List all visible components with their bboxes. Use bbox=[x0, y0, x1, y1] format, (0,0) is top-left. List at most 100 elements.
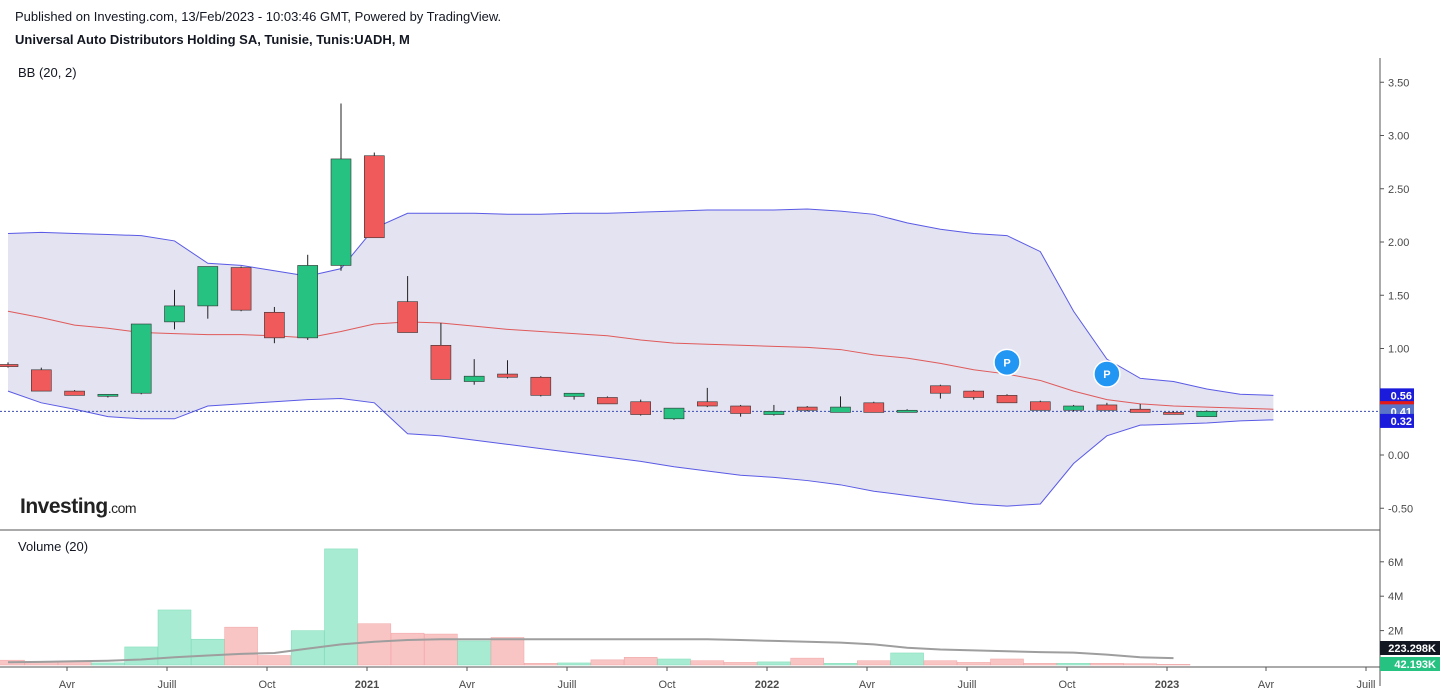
volume-tag: 223.298K bbox=[1380, 641, 1440, 655]
volume-bar bbox=[723, 662, 758, 666]
volume-ma-line bbox=[7, 638, 1174, 664]
time-tick-label: Juill bbox=[158, 679, 177, 691]
candle bbox=[264, 306, 285, 344]
volume-bar bbox=[257, 655, 292, 666]
candle-body bbox=[563, 392, 585, 397]
bollinger-basis-line bbox=[7, 310, 1274, 410]
bollinger-lower-line bbox=[7, 390, 1274, 507]
time-tick-label: Juill bbox=[1357, 679, 1376, 691]
time-tick-label: 2021 bbox=[355, 679, 379, 691]
candle bbox=[863, 401, 885, 413]
candle bbox=[0, 362, 19, 368]
instrument-title: Universal Auto Distributors Holding SA, … bbox=[15, 32, 410, 47]
candle-body bbox=[963, 390, 985, 398]
volume-bar bbox=[823, 663, 858, 666]
volume-bar bbox=[1023, 663, 1058, 666]
time-tick-label: Avr bbox=[859, 679, 876, 691]
price-tick-label: 1.50 bbox=[1388, 290, 1409, 302]
volume-bar bbox=[124, 646, 158, 666]
bb-indicator-label[interactable]: BB (20, 2) bbox=[18, 65, 77, 80]
candle-body bbox=[397, 301, 418, 333]
candle-body bbox=[264, 311, 285, 339]
volume-bar bbox=[657, 658, 691, 666]
candle-body bbox=[530, 376, 552, 396]
candle-body bbox=[297, 265, 319, 339]
volume-bar bbox=[1056, 663, 1091, 666]
candle bbox=[597, 396, 618, 405]
pin-label: P bbox=[1003, 357, 1010, 369]
candle-body bbox=[796, 406, 818, 411]
price-tick-label: 2.00 bbox=[1388, 237, 1409, 249]
volume-bar bbox=[790, 657, 824, 666]
volume-bar bbox=[590, 659, 625, 666]
candle-body bbox=[230, 267, 252, 311]
volume-bar bbox=[557, 662, 591, 666]
candle-body bbox=[1063, 405, 1084, 411]
candle-body bbox=[1129, 408, 1151, 413]
candle bbox=[1096, 402, 1118, 411]
candle-body bbox=[130, 323, 152, 394]
volume-bar bbox=[91, 662, 125, 666]
price-tag: 0.56 bbox=[1380, 388, 1414, 403]
time-tick-label: Oct bbox=[658, 679, 675, 691]
candle bbox=[963, 390, 985, 400]
candle-body bbox=[597, 397, 618, 405]
candle-body bbox=[363, 155, 385, 239]
time-tick-label: 2022 bbox=[755, 679, 779, 691]
candle-body bbox=[463, 375, 485, 382]
candle bbox=[64, 390, 85, 396]
candle-body bbox=[330, 158, 352, 266]
candle bbox=[397, 276, 418, 333]
price-tick-label: 2.50 bbox=[1388, 184, 1409, 196]
candle bbox=[130, 323, 152, 395]
candle-body bbox=[64, 390, 85, 396]
candle-body bbox=[1196, 411, 1218, 417]
time-tick-label: 2023 bbox=[1155, 679, 1179, 691]
pin-circle bbox=[993, 348, 1021, 377]
price-tag-box bbox=[1380, 413, 1414, 428]
candle bbox=[197, 266, 219, 319]
volume-bar bbox=[923, 660, 958, 666]
candle bbox=[996, 394, 1018, 404]
published-note: Published on Investing.com, 13/Feb/2023 … bbox=[15, 9, 502, 24]
volume-tag-text: 42.193K bbox=[1394, 659, 1436, 671]
candle-body bbox=[1030, 401, 1051, 411]
candle-body bbox=[930, 385, 951, 394]
candle bbox=[1063, 404, 1084, 412]
candle bbox=[763, 404, 785, 416]
candle bbox=[363, 152, 385, 239]
candle-body bbox=[730, 405, 751, 414]
bollinger-upper-line bbox=[7, 208, 1274, 396]
candle bbox=[230, 266, 252, 312]
candle bbox=[630, 399, 652, 416]
investing-logo: Investing.com bbox=[20, 495, 137, 518]
candle bbox=[297, 254, 319, 340]
candle bbox=[97, 393, 119, 398]
volume-bar bbox=[623, 657, 658, 666]
candle-body bbox=[863, 402, 885, 413]
candle bbox=[930, 384, 951, 399]
pin-marker: P bbox=[1093, 360, 1121, 388]
candle bbox=[696, 387, 718, 408]
price-tick-label: 3.50 bbox=[1388, 77, 1409, 89]
volume-tick-label: 6M bbox=[1388, 557, 1403, 569]
pin-marker: P bbox=[993, 348, 1021, 377]
price-tick-label: 3.00 bbox=[1388, 131, 1409, 143]
volume-tag-box bbox=[1380, 657, 1440, 671]
time-tick-label: Oct bbox=[1058, 679, 1075, 691]
volume-bar bbox=[1123, 663, 1157, 666]
candle-body bbox=[497, 373, 518, 378]
volume-tag: 42.193K bbox=[1380, 657, 1440, 671]
price-tick-label: 0.00 bbox=[1388, 450, 1409, 462]
candle bbox=[530, 376, 552, 397]
volume-indicator-label[interactable]: Volume (20) bbox=[18, 539, 89, 554]
candle bbox=[830, 396, 851, 413]
candle-body bbox=[0, 364, 19, 367]
volume-bar bbox=[990, 658, 1024, 666]
time-tick-label: Juill bbox=[958, 679, 977, 691]
candle-body bbox=[1163, 412, 1184, 415]
candle bbox=[796, 406, 818, 412]
price-tag-box bbox=[1380, 388, 1414, 403]
volume-bar bbox=[757, 661, 791, 666]
